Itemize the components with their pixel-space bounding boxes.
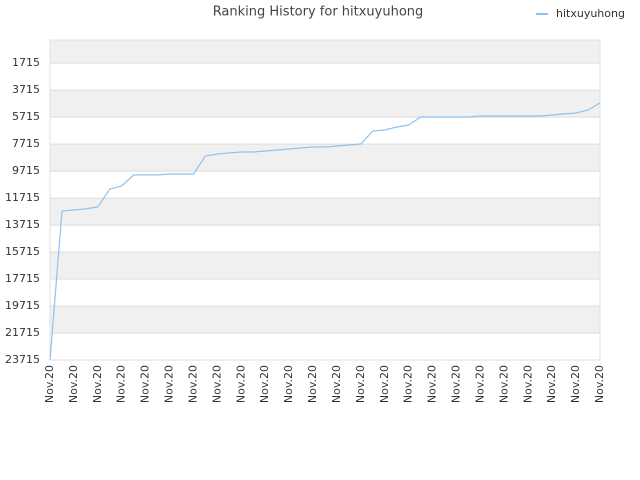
x-tick-label: Nov.20 (186, 365, 199, 403)
x-tick-label: Nov.20 (473, 365, 486, 403)
band (50, 306, 600, 334)
band (50, 198, 600, 226)
x-tick-label: Nov.20 (163, 365, 176, 403)
x-tick-label: Nov.20 (497, 365, 510, 403)
band (50, 225, 600, 253)
band (50, 40, 600, 64)
chart-title: Ranking History for hitxuyuhong (213, 5, 424, 20)
x-tick-label: Nov.20 (569, 365, 582, 403)
y-tick-label: 9715 (12, 164, 40, 177)
x-tick-label: Nov.20 (282, 365, 295, 403)
band (50, 90, 600, 118)
x-tick-label: Nov.20 (234, 365, 247, 403)
y-tick-label: 17715 (5, 272, 40, 285)
x-tick-label: Nov.20 (43, 365, 56, 403)
line (49, 102, 601, 361)
y-tick-label: 3715 (12, 83, 40, 96)
x-tick-label: Nov.20 (378, 365, 391, 403)
x-tick-label: Nov.20 (210, 365, 223, 403)
x-tick-label: Nov.20 (450, 365, 463, 403)
band (50, 144, 600, 172)
band (50, 171, 600, 199)
x-tick-label: Nov.20 (91, 365, 104, 403)
x-tick-label: Nov.20 (593, 365, 606, 403)
y-tick-label: 15715 (5, 245, 40, 258)
x-tick-label: Nov.20 (306, 365, 319, 403)
band (50, 252, 600, 280)
band (50, 117, 600, 145)
band (50, 333, 600, 360)
band (50, 63, 600, 91)
legend-label: hitxuyuhong (556, 7, 625, 20)
y-tick-label: 11715 (5, 191, 40, 204)
x-tick-label: Nov.20 (115, 365, 128, 403)
x-tick-label: Nov.20 (426, 365, 439, 403)
x-tick-label: Nov.20 (521, 365, 534, 403)
x-tick-label: Nov.20 (545, 365, 558, 403)
x-tick-label: Nov.20 (67, 365, 80, 403)
x-tick-label: Nov.20 (139, 365, 152, 403)
y-tick-label: 19715 (5, 299, 40, 312)
y-tick-label: 1715 (12, 56, 40, 69)
y-tick-label: 13715 (5, 218, 40, 231)
y-tick-label: 7715 (12, 137, 40, 150)
x-tick-label: Nov.20 (258, 365, 271, 403)
y-tick-label: 5715 (12, 110, 40, 123)
x-tick-label: Nov.20 (402, 365, 415, 403)
band (50, 279, 600, 307)
y-tick-label: 23715 (5, 353, 40, 366)
y-tick-label: 21715 (5, 326, 40, 339)
x-tick-label: Nov.20 (330, 365, 343, 403)
x-tick-label: Nov.20 (354, 365, 367, 403)
